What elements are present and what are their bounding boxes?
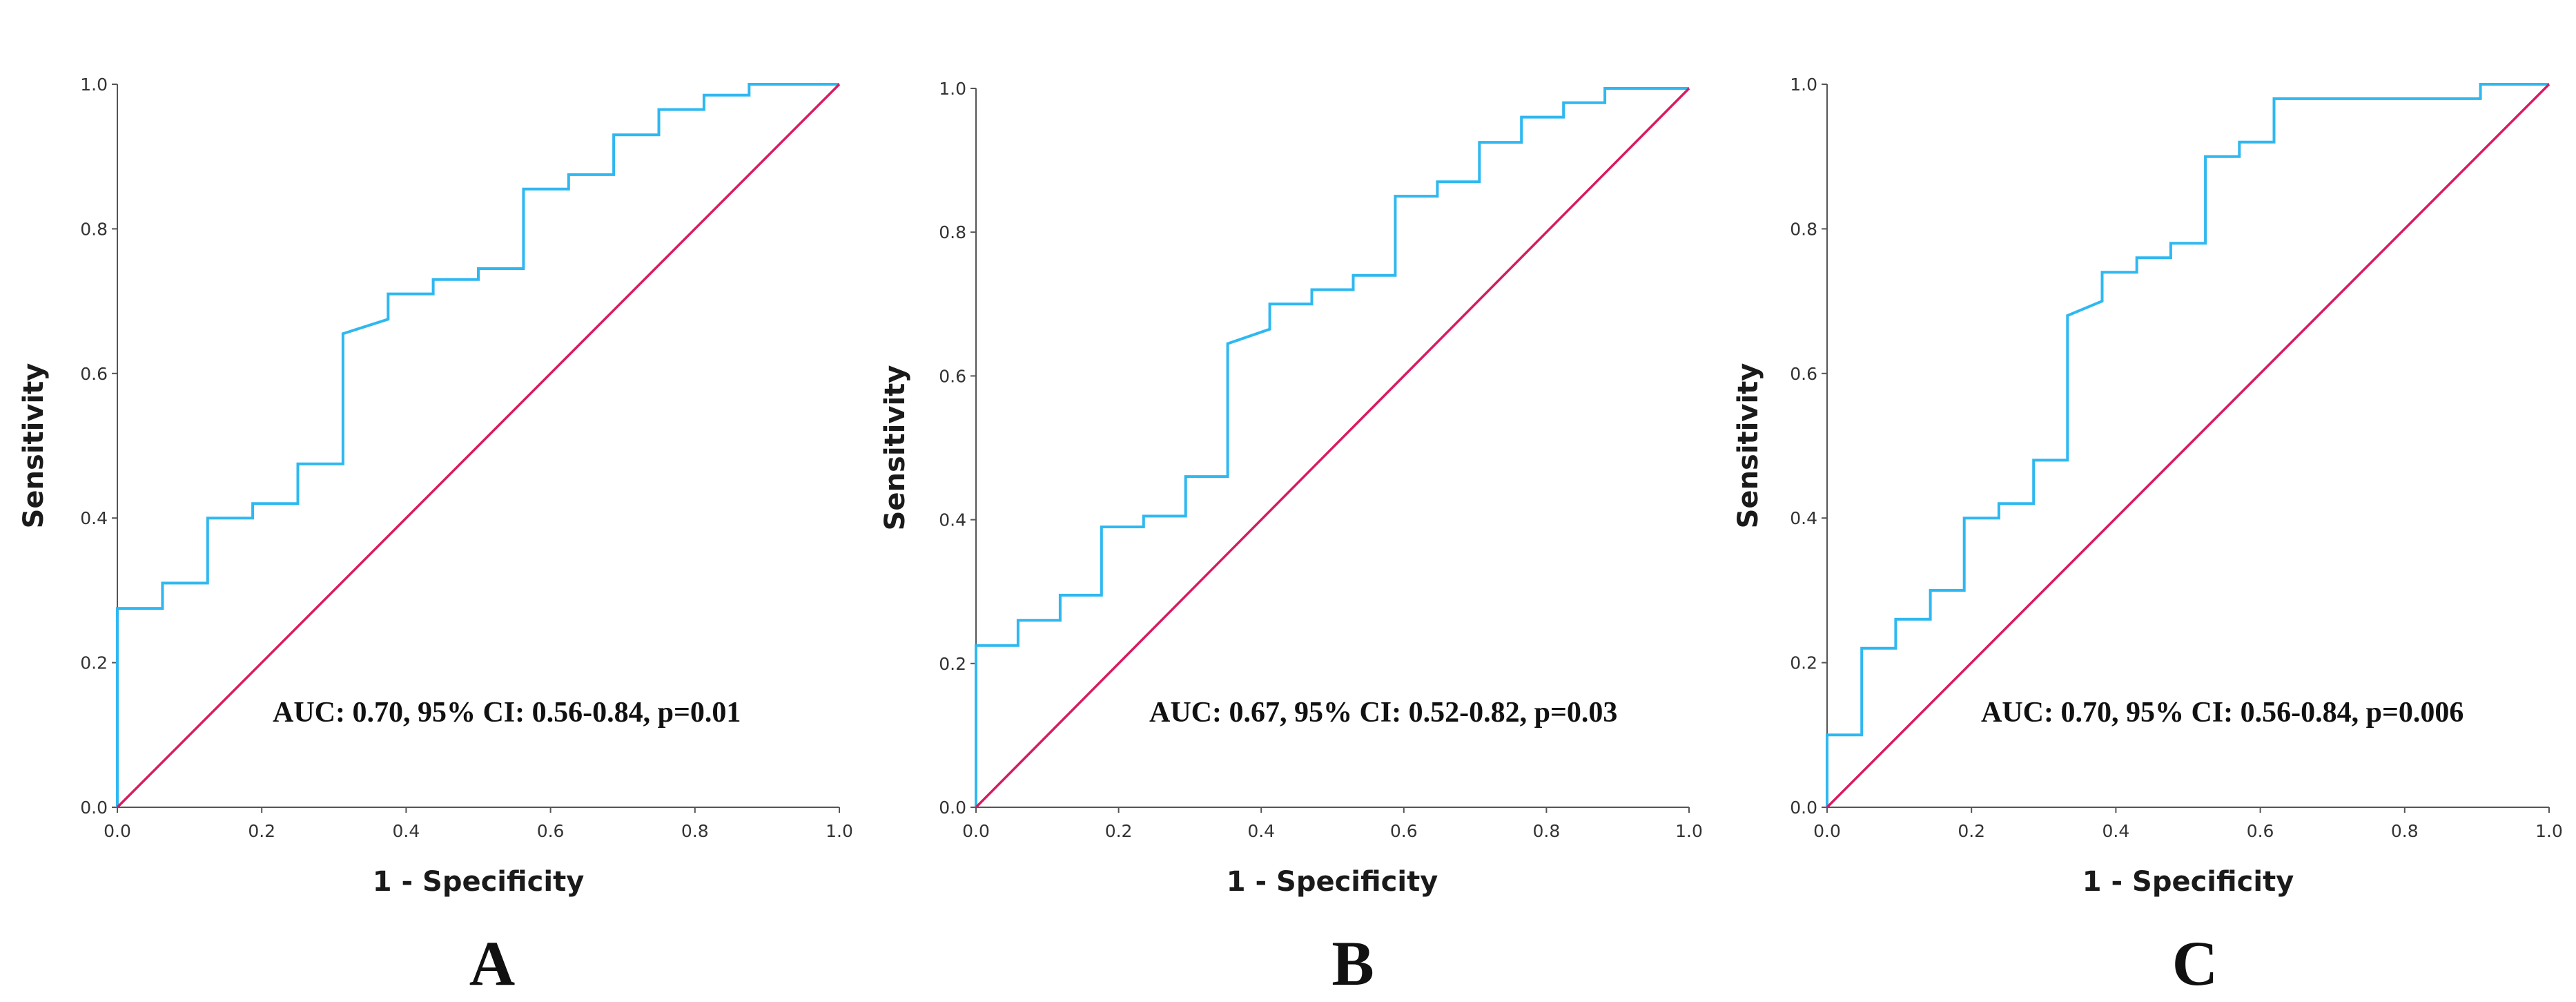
y-axis-title: Sensitivity	[879, 365, 911, 531]
y-tick-label: 0.2	[939, 654, 966, 674]
panel-c: 0.0 0.2 0.4 0.6 0.8 1.0 0.0 0.2 0.4 0.6 0.8 1.0 1 - …	[1733, 75, 2563, 999]
roc-curve	[975, 87, 1689, 807]
x-tick-label: 0.0	[104, 821, 131, 841]
y-tick-label: 0.6	[80, 364, 108, 384]
y-axis-title: Sensitivity	[1733, 363, 1764, 529]
auc-annotation: AUC: 0.70, 95% CI: 0.56-0.84, p=0.006	[1981, 697, 2463, 729]
y-axis-title: Sensitivity	[18, 363, 50, 529]
y-tick-label: 0.4	[80, 508, 108, 528]
y-tick-label: 0.4	[939, 510, 966, 530]
y-tick-label: 0.8	[80, 219, 108, 239]
x-tick-label: 0.2	[248, 821, 275, 841]
reference-line	[1826, 83, 2550, 809]
panel-letter: B	[1331, 928, 1374, 999]
x-tick-label: 0.4	[1247, 821, 1275, 841]
y-tick-label: 0.6	[939, 366, 966, 386]
y-tick-label: 0.0	[1790, 798, 1817, 818]
y-tick-label: 0.0	[939, 798, 966, 818]
x-tick-label: 0.6	[537, 821, 565, 841]
y-tick-label: 0.8	[1790, 219, 1817, 239]
x-tick-label: 0.8	[1533, 821, 1561, 841]
x-tick-label: 0.8	[681, 821, 709, 841]
y-tick-label: 0.2	[1790, 653, 1817, 673]
roc-curve	[1826, 83, 2549, 807]
panel-letter: C	[2172, 928, 2218, 999]
reference-line	[116, 83, 841, 809]
roc-curve	[116, 83, 839, 807]
y-tick-label: 1.0	[1790, 75, 1817, 95]
y-tick-label: 0.6	[1790, 364, 1817, 384]
reference-line	[975, 87, 1690, 809]
y-tick-label: 0.4	[1790, 508, 1817, 528]
x-tick-label: 1.0	[2535, 821, 2563, 841]
x-tick-label: 1.0	[826, 821, 853, 841]
auc-annotation: AUC: 0.70, 95% CI: 0.56-0.84, p=0.01	[273, 697, 741, 729]
x-tick-label: 0.0	[1813, 821, 1841, 841]
panel-a: 0.0 0.2 0.4 0.6 0.8 1.0 0.0 0.2 0.4 0.6 0.8 1.0 1 - …	[18, 75, 853, 999]
x-tick-label: 0.4	[2102, 821, 2130, 841]
y-tick-label: 0.8	[939, 222, 966, 242]
x-tick-label: 0.2	[1958, 821, 1985, 841]
y-tick-label: 1.0	[80, 75, 108, 95]
y-tick-label: 0.0	[80, 798, 108, 818]
x-axis-title: 1 - Specificity	[373, 866, 585, 898]
auc-annotation: AUC: 0.67, 95% CI: 0.52-0.82, p=0.03	[1149, 697, 1617, 729]
x-tick-label: 0.4	[393, 821, 420, 841]
x-tick-label: 0.8	[2391, 821, 2419, 841]
x-tick-label: 0.6	[1390, 821, 1418, 841]
y-tick-label: 0.2	[80, 653, 108, 673]
x-tick-label: 0.6	[2247, 821, 2274, 841]
x-tick-label: 0.2	[1105, 821, 1133, 841]
x-axis-title: 1 - Specificity	[2082, 866, 2294, 898]
x-tick-label: 1.0	[1675, 821, 1703, 841]
panel-letter: A	[469, 928, 515, 999]
panel-b: 0.0 0.2 0.4 0.6 0.8 1.0 0.0 0.2 0.4 0.6 0.8 1.0 1 - …	[879, 79, 1703, 999]
x-tick-label: 0.0	[962, 821, 990, 841]
y-tick-label: 1.0	[939, 79, 966, 99]
x-axis-title: 1 - Specificity	[1227, 866, 1438, 898]
